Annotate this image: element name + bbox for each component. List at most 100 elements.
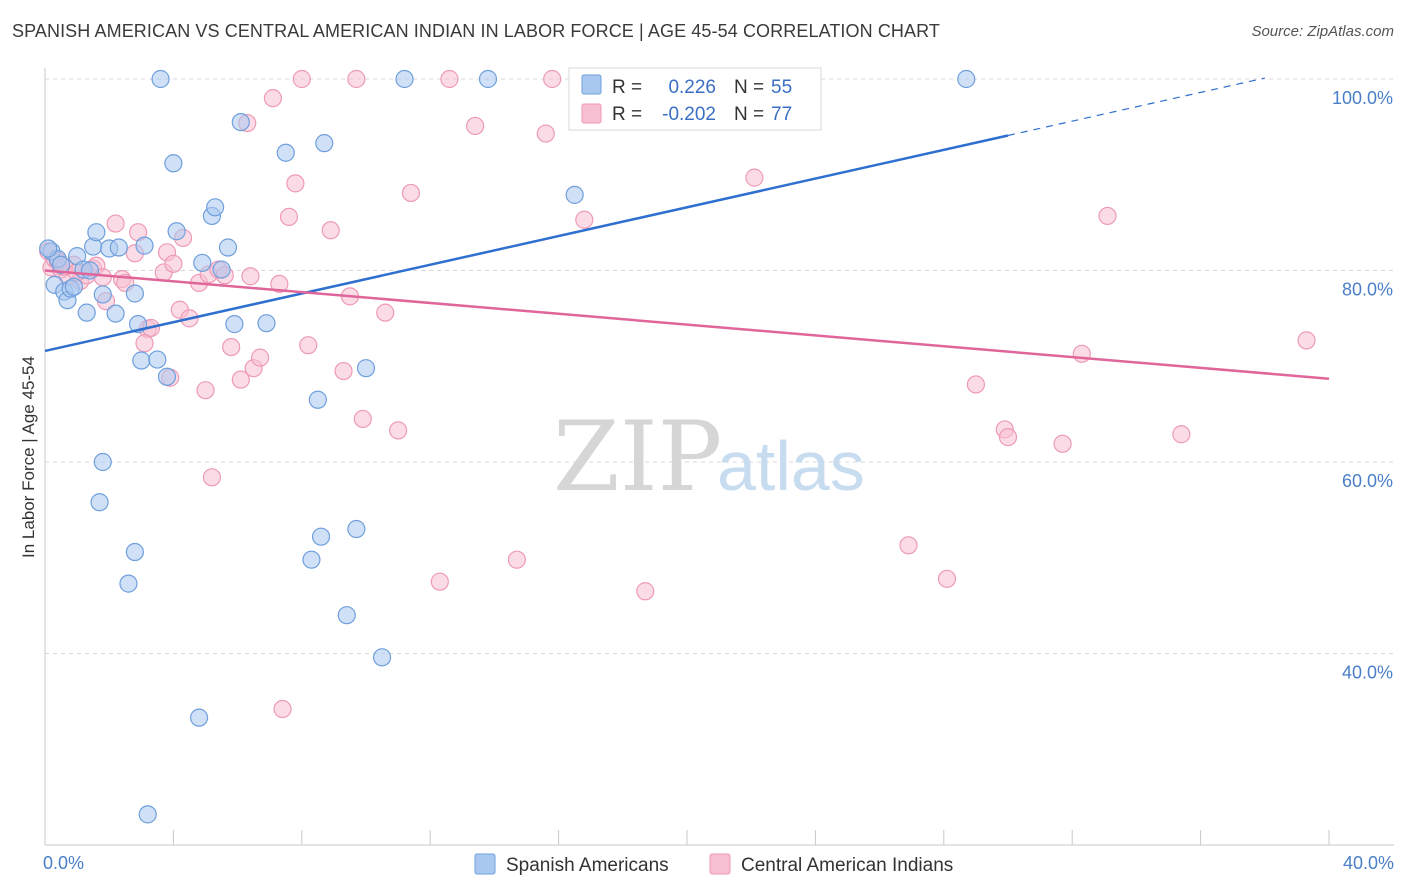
legend-swatch-pink (581, 103, 602, 124)
legend-top: R = 0.226 N = 55 R = -0.202 N = 77 (568, 67, 822, 131)
spanish-americans-point-15 (109, 238, 128, 257)
central-american-indians-point-28 (196, 381, 215, 400)
central-american-indians-point-54 (440, 69, 459, 89)
spanish-americans-point-37 (478, 69, 498, 89)
spanish-americans-point-11 (87, 223, 106, 242)
legend-bottom-swatch-pink (709, 853, 731, 875)
spanish-americans-point-33 (276, 143, 295, 162)
x-ticks (44, 830, 1330, 845)
central-american-indians-point-70 (1098, 206, 1117, 226)
spanish-americans-point-34 (315, 134, 334, 153)
legend-n-value-1: 55 (771, 77, 792, 98)
spanish-americans-point-14 (106, 304, 125, 323)
spanish-americans-point-28 (212, 260, 231, 279)
legend-r-value-1: 0.226 (668, 77, 716, 98)
central-american-indians-point-73 (273, 699, 292, 719)
spanish-americans-point-50 (189, 708, 209, 727)
legend-bottom-label-spanish-americans: Spanish Americans (506, 855, 669, 876)
central-american-indians-point-67 (998, 428, 1018, 447)
spanish-americans-point-45 (311, 527, 331, 546)
spanish-americans-point-46 (302, 550, 321, 569)
y-tick-label-60: 60.0% (1342, 471, 1393, 491)
watermark-zip: ZIP (553, 401, 722, 513)
spanish-americans-point-53 (51, 255, 71, 274)
central-american-indians-point-51 (389, 421, 408, 440)
y-tick-labels: 40.0% 60.0% 80.0% 100.0% (1332, 88, 1393, 683)
central-american-indians-point-44 (299, 336, 318, 355)
y-tick-label-80: 80.0% (1342, 280, 1393, 300)
central-american-indians-point-39 (263, 89, 283, 108)
spanish-americans-point-51 (138, 805, 157, 824)
legend-bottom-swatch-blue (474, 853, 496, 875)
y-tick-label-40: 40.0% (1342, 663, 1393, 683)
central-american-indians-point-12 (106, 214, 125, 233)
spanish-americans-point-19 (132, 351, 151, 370)
central-american-indians-point-52 (401, 183, 421, 203)
central-american-indians-point-61 (745, 168, 764, 187)
spanish-americans-point-47 (347, 519, 366, 539)
central-american-indians-point-36 (241, 267, 260, 286)
spanish-americans-point-36 (395, 69, 414, 89)
central-american-indians-point-49 (353, 409, 372, 429)
series-central-american-indians (39, 69, 1316, 719)
trend-line-central-american-indians (44, 269, 1330, 380)
legend-n-value-2: 77 (771, 104, 792, 125)
legend-r-label-1: R = (612, 77, 642, 98)
watermark: ZIP atlas (553, 401, 865, 513)
x-tick-label-min: 0.0% (43, 853, 84, 873)
legend-n-label-1: N = (734, 77, 764, 98)
central-american-indians-point-59 (575, 210, 594, 229)
central-american-indians-point-71 (1172, 425, 1191, 444)
spanish-americans-point-35 (356, 359, 376, 378)
central-american-indians-point-34 (231, 370, 250, 389)
central-american-indians-point-48 (347, 69, 366, 89)
spanish-americans-point-12 (93, 285, 112, 304)
trend-lines (44, 77, 1330, 380)
spanish-americans-point-20 (148, 350, 167, 369)
trend-line-spanish-americans-extrapolated (1007, 77, 1265, 137)
x-tick-labels: 0.0% 40.0% (43, 853, 1394, 873)
legend-box (568, 67, 822, 131)
central-american-indians-point-58 (543, 69, 562, 89)
central-american-indians-point-72 (1297, 331, 1316, 350)
spanish-americans-point-40 (93, 452, 112, 472)
central-american-indians-point-43 (292, 69, 311, 89)
spanish-americans-point-42 (125, 542, 144, 562)
central-american-indians-point-65 (966, 375, 986, 394)
central-american-indians-point-23 (164, 254, 183, 273)
central-american-indians-point-45 (321, 221, 340, 240)
spanish-americans-point-29 (218, 238, 238, 257)
legend-bottom: Spanish Americans Central American India… (474, 853, 953, 876)
spanish-americans-point-32 (257, 314, 276, 333)
central-american-indians-point-38 (250, 348, 270, 367)
legend-bottom-label-central-american-indians: Central American Indians (741, 855, 953, 876)
spanish-americans-point-54 (64, 277, 83, 296)
spanish-americans-point-23 (164, 154, 183, 173)
spanish-americans-point-27 (206, 198, 225, 217)
central-american-indians-point-41 (279, 207, 299, 226)
spanish-americans-point-44 (308, 390, 327, 409)
trend-line-spanish-americans (44, 134, 1009, 353)
spanish-americans-point-41 (90, 493, 109, 512)
central-american-indians-point-57 (536, 124, 555, 143)
spanish-americans-point-25 (193, 253, 212, 272)
central-american-indians-point-19 (135, 334, 154, 353)
chart-title: SPANISH AMERICAN VS CENTRAL AMERICAN IND… (12, 21, 941, 41)
central-american-indians-point-60 (636, 582, 655, 601)
axes (44, 68, 1394, 846)
central-american-indians-point-63 (899, 536, 918, 555)
legend-r-label-2: R = (612, 104, 642, 125)
spanish-americans-point-8 (77, 303, 96, 322)
spanish-americans-point-43 (119, 574, 138, 593)
central-american-indians-point-64 (937, 569, 957, 588)
spanish-americans-point-24 (167, 222, 186, 241)
legend-r-value-2: -0.202 (662, 104, 716, 125)
central-american-indians-point-55 (466, 116, 485, 136)
central-american-indians-point-69 (1072, 344, 1091, 363)
central-american-indians-point-33 (222, 338, 241, 357)
central-american-indians-point-46 (334, 361, 353, 381)
central-american-indians-point-68 (1053, 434, 1072, 453)
central-american-indians-point-50 (376, 303, 395, 322)
spanish-americans-point-18 (135, 236, 154, 255)
chart-source: Source: ZipAtlas.com (1251, 23, 1394, 40)
